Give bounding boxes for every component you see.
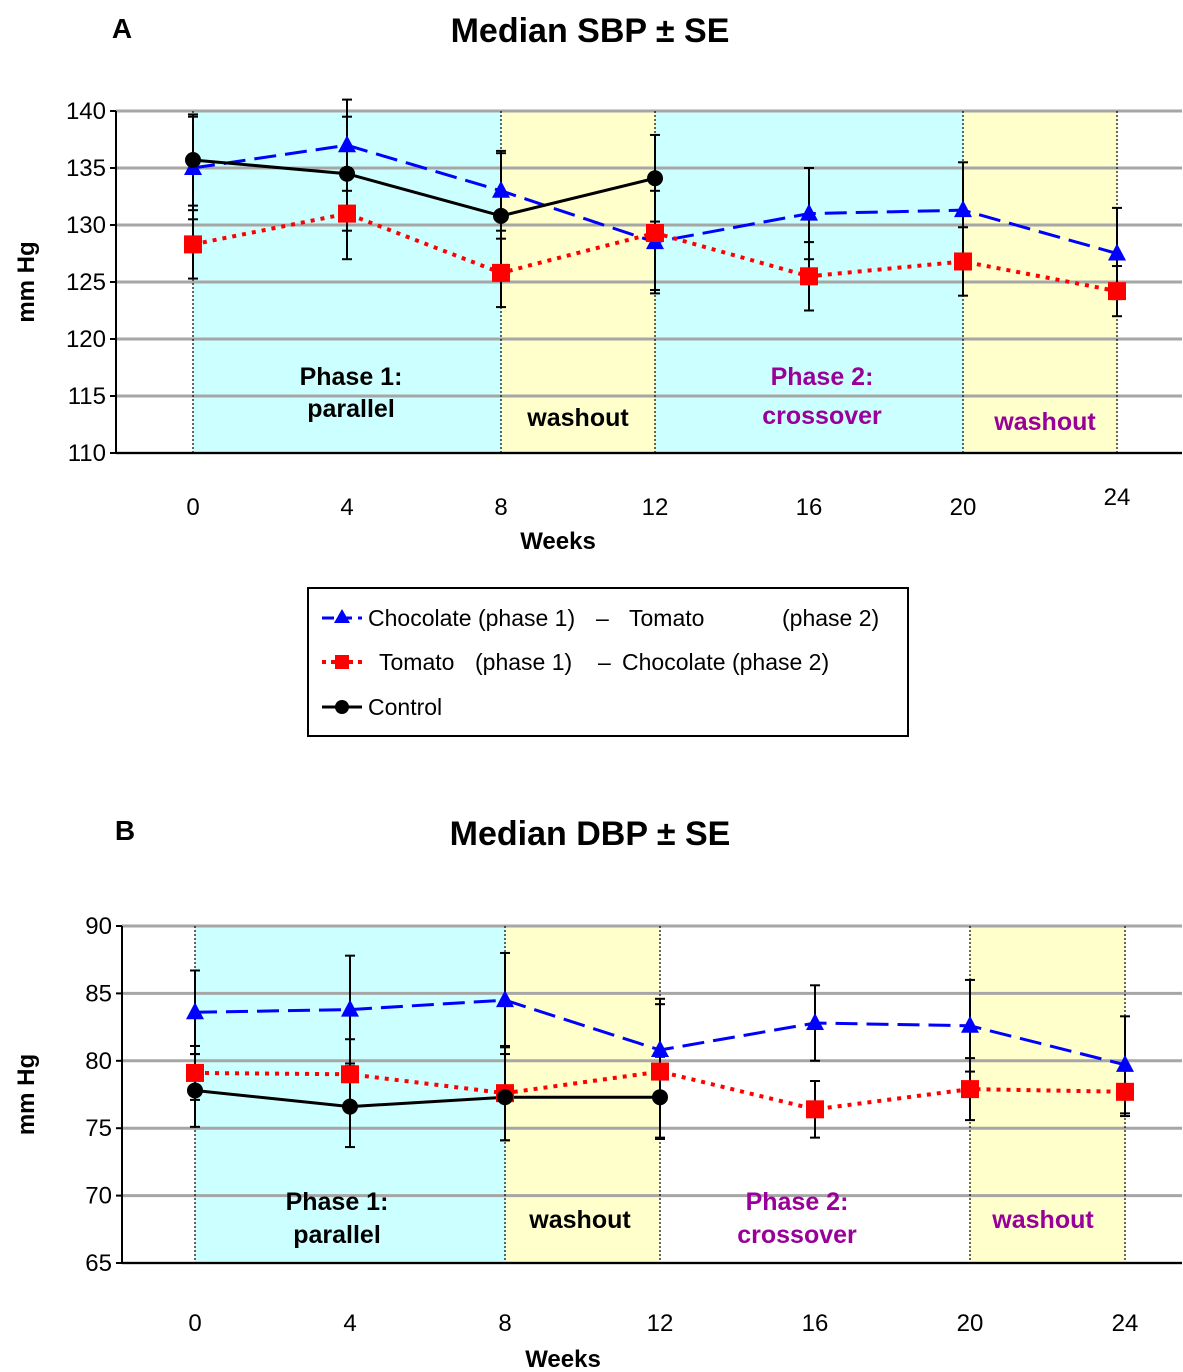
legend-marker-triangle-icon: [334, 609, 350, 623]
y-tick-label-110: 110: [68, 440, 106, 467]
marker-square-4: [338, 204, 356, 223]
y-tick-label-80: 80: [85, 1048, 112, 1075]
chart-title: Median SBP ± SE: [451, 12, 730, 50]
marker-circle-4: [339, 165, 355, 182]
marker-square-24: [1108, 282, 1126, 301]
x-tick-label-24: 24: [1104, 484, 1131, 511]
x-tick-label-8: 8: [498, 1310, 511, 1337]
chart-dbp: B Median DBP ± SE 65 70 75 80 85 90 0 4 8 12 16 20 24 W…: [13, 815, 1182, 1372]
marker-triangle-24: [1116, 1054, 1134, 1072]
marker-square-16: [800, 267, 818, 286]
series-line-3: [192, 158, 656, 218]
marker-triangle-4: [341, 999, 359, 1017]
period-label-1: Phase 1: parallel: [286, 1188, 389, 1249]
series-line-3: [194, 1088, 660, 1109]
marker-square-16: [806, 1100, 824, 1119]
x-tick-label-20: 20: [957, 1310, 984, 1337]
y-tick-label-120: 120: [66, 326, 106, 353]
legend-entry-2-part3: Chocolate (phase 2): [622, 649, 829, 675]
y-axis-label: mm Hg: [13, 241, 40, 322]
marker-square-0: [186, 1063, 204, 1082]
marker-triangle-16: [806, 1013, 824, 1031]
legend-marker-circle-icon: [335, 700, 349, 714]
y-tick-label-90: 90: [85, 913, 112, 940]
marker-square-8: [492, 263, 510, 282]
marker-circle-0: [187, 1082, 203, 1099]
marker-circle-0: [185, 152, 201, 169]
legend-entry-1-part2: Tomato: [629, 605, 704, 631]
x-tick-label-24: 24: [1112, 1310, 1139, 1337]
chart-sbp: A Median SBP ± SE 110 115 120 125 130 135 140 0 4 8…: [13, 12, 1182, 555]
marker-triangle-20: [961, 1015, 979, 1033]
marker-circle-12: [652, 1089, 668, 1106]
marker-square-0: [184, 235, 202, 254]
period-label-3: Phase 2: crossover: [762, 363, 882, 430]
x-tick-label-20: 20: [950, 494, 977, 521]
x-axis-label: Weeks: [525, 1346, 601, 1372]
y-tick-label-75: 75: [85, 1115, 112, 1142]
x-tick-label-0: 0: [188, 1310, 201, 1337]
y-tick-label-115: 115: [68, 383, 106, 410]
period-label-4: washout: [993, 408, 1096, 436]
x-tick-label-12: 12: [642, 494, 669, 521]
y-axis-label: mm Hg: [13, 1054, 40, 1135]
period-label-2: washout: [526, 404, 629, 432]
legend: Chocolate (phase 1) – Tomato (phase 2) T…: [307, 587, 909, 737]
y-tick-label-65: 65: [85, 1250, 112, 1277]
x-tick-label-16: 16: [796, 494, 823, 521]
panel-letter: A: [112, 13, 132, 44]
legend-entry-3-label: Control: [368, 694, 442, 720]
marker-circle-12: [647, 170, 663, 187]
x-tick-label-12: 12: [647, 1310, 674, 1337]
marker-triangle-4: [338, 135, 356, 153]
marker-square-12: [651, 1062, 669, 1081]
marker-triangle-8: [496, 990, 514, 1008]
y-tick-label-140: 140: [66, 98, 106, 125]
marker-circle-8: [497, 1089, 513, 1106]
x-tick-label-0: 0: [186, 494, 199, 521]
legend-box: [307, 587, 909, 737]
marker-square-20: [954, 252, 972, 271]
marker-triangle-8: [492, 180, 510, 198]
y-tick-label-70: 70: [85, 1183, 112, 1210]
marker-square-12: [646, 223, 664, 242]
y-tick-label-130: 130: [66, 212, 106, 239]
legend-entry-2-part2: (phase 1): [475, 649, 572, 675]
legend-entry-1-part1: Chocolate (phase 1): [368, 605, 575, 631]
y-tick-label-125: 125: [66, 269, 106, 296]
period-label-4: washout: [991, 1206, 1094, 1234]
period-label-2: washout: [528, 1206, 631, 1234]
x-tick-label-4: 4: [343, 1310, 356, 1337]
y-tick-label-135: 135: [66, 155, 106, 182]
legend-entry-2-part1: Tomato: [379, 649, 454, 675]
marker-triangle-24: [1108, 243, 1126, 261]
chart-title: Median DBP ± SE: [450, 815, 731, 853]
marker-square-20: [961, 1080, 979, 1099]
marker-circle-4: [342, 1098, 358, 1115]
marker-triangle-0: [186, 1002, 204, 1020]
x-axis-label: Weeks: [520, 528, 596, 555]
marker-square-4: [341, 1065, 359, 1084]
x-tick-label-8: 8: [494, 494, 507, 521]
period-band-2: [505, 926, 660, 1263]
marker-triangle-20: [954, 200, 972, 218]
period-label-3: Phase 2: crossover: [737, 1188, 857, 1249]
marker-triangle-16: [800, 203, 818, 221]
x-tick-label-4: 4: [340, 494, 353, 521]
marker-circle-8: [493, 207, 509, 224]
legend-entry-1-part3: (phase 2): [782, 605, 879, 631]
period-label-1: Phase 1: parallel: [300, 363, 403, 423]
marker-triangle-12: [651, 1040, 669, 1058]
legend-entry-1-dash: –: [596, 605, 609, 631]
period-band-4: [970, 926, 1125, 1263]
legend-marker-square-icon: [335, 655, 349, 669]
marker-square-24: [1116, 1082, 1134, 1101]
x-tick-label-16: 16: [802, 1310, 829, 1337]
legend-entry-2-dash: –: [598, 649, 611, 675]
panel-letter: B: [115, 815, 135, 846]
y-tick-label-85: 85: [85, 980, 112, 1007]
